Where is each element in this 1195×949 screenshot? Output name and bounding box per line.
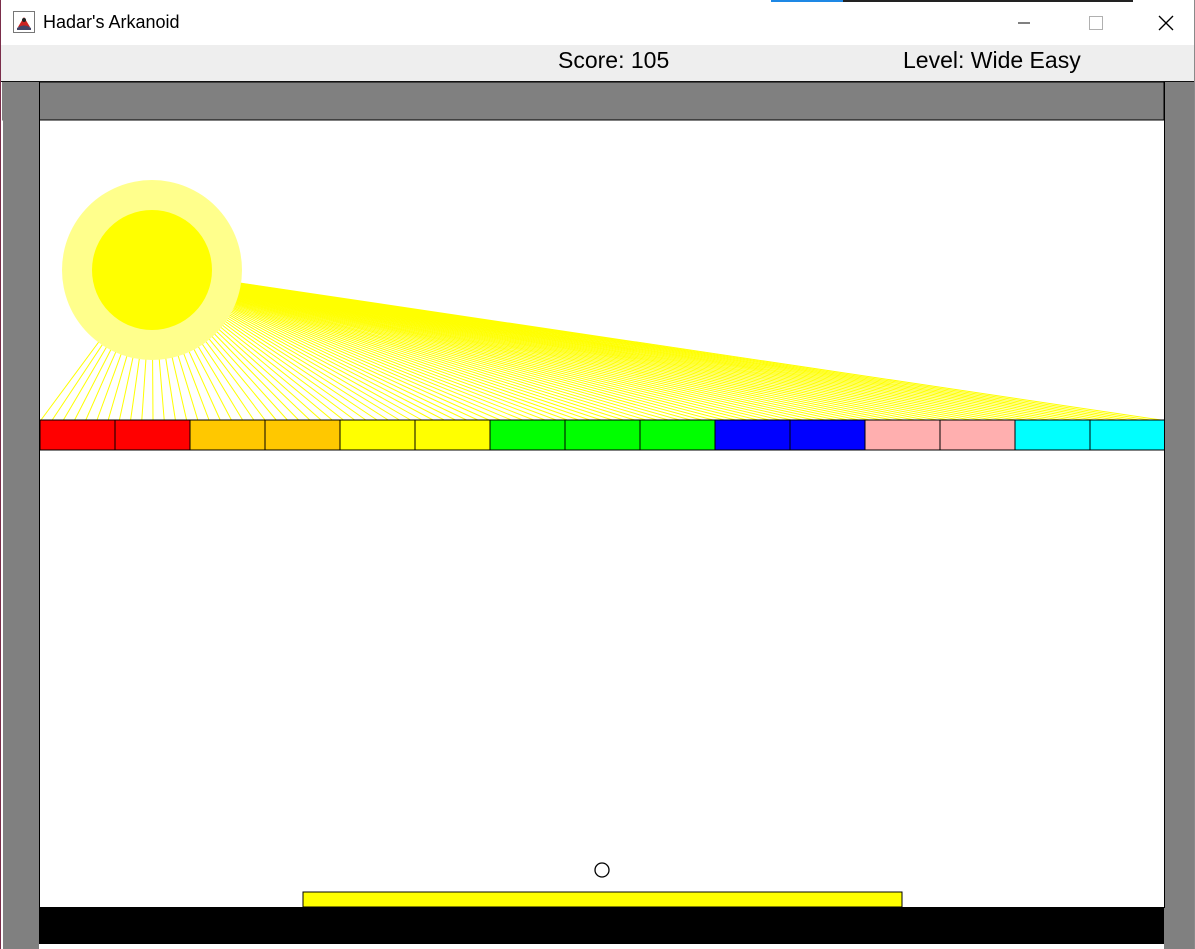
java-cup-icon[interactable] — [13, 11, 35, 33]
title-bar[interactable]: Hadar's Arkanoid — [1, 0, 1194, 45]
level-label: Level: Wide Easy — [903, 47, 1081, 73]
block — [489, 419, 566, 451]
block — [1089, 419, 1166, 451]
maximize-button[interactable] — [1061, 0, 1131, 45]
minimize-icon — [1018, 22, 1030, 23]
game-canvas[interactable] — [1, 82, 1194, 949]
window-title: Hadar's Arkanoid — [43, 12, 180, 32]
close-icon — [1158, 15, 1174, 30]
block — [189, 419, 266, 451]
block — [939, 419, 1016, 451]
paddle[interactable] — [302, 891, 903, 908]
block — [564, 419, 641, 451]
block — [264, 419, 341, 451]
block — [714, 419, 791, 451]
right-wall — [1164, 82, 1194, 949]
minimize-button[interactable] — [989, 0, 1059, 45]
block — [39, 419, 116, 451]
block — [414, 419, 491, 451]
sun-ray — [151, 269, 680, 421]
title-accent-line-dark — [843, 0, 1133, 2]
death-region — [39, 907, 1164, 944]
block — [114, 419, 191, 451]
block-row — [39, 419, 1166, 451]
close-button[interactable] — [1131, 0, 1195, 45]
status-bar: Score: 105 Level: Wide Easy — [1, 45, 1194, 82]
block — [864, 419, 941, 451]
sun-core — [92, 210, 212, 330]
block — [639, 419, 716, 451]
score-label: Score: 105 — [558, 47, 670, 73]
block — [1014, 419, 1091, 451]
block — [789, 419, 866, 451]
maximize-icon — [1089, 15, 1103, 30]
top-wall — [2, 82, 1165, 121]
block — [339, 419, 416, 451]
left-wall — [3, 82, 39, 949]
ball — [594, 862, 610, 878]
sun-ray — [151, 269, 1162, 421]
title-accent-line — [771, 0, 843, 2]
